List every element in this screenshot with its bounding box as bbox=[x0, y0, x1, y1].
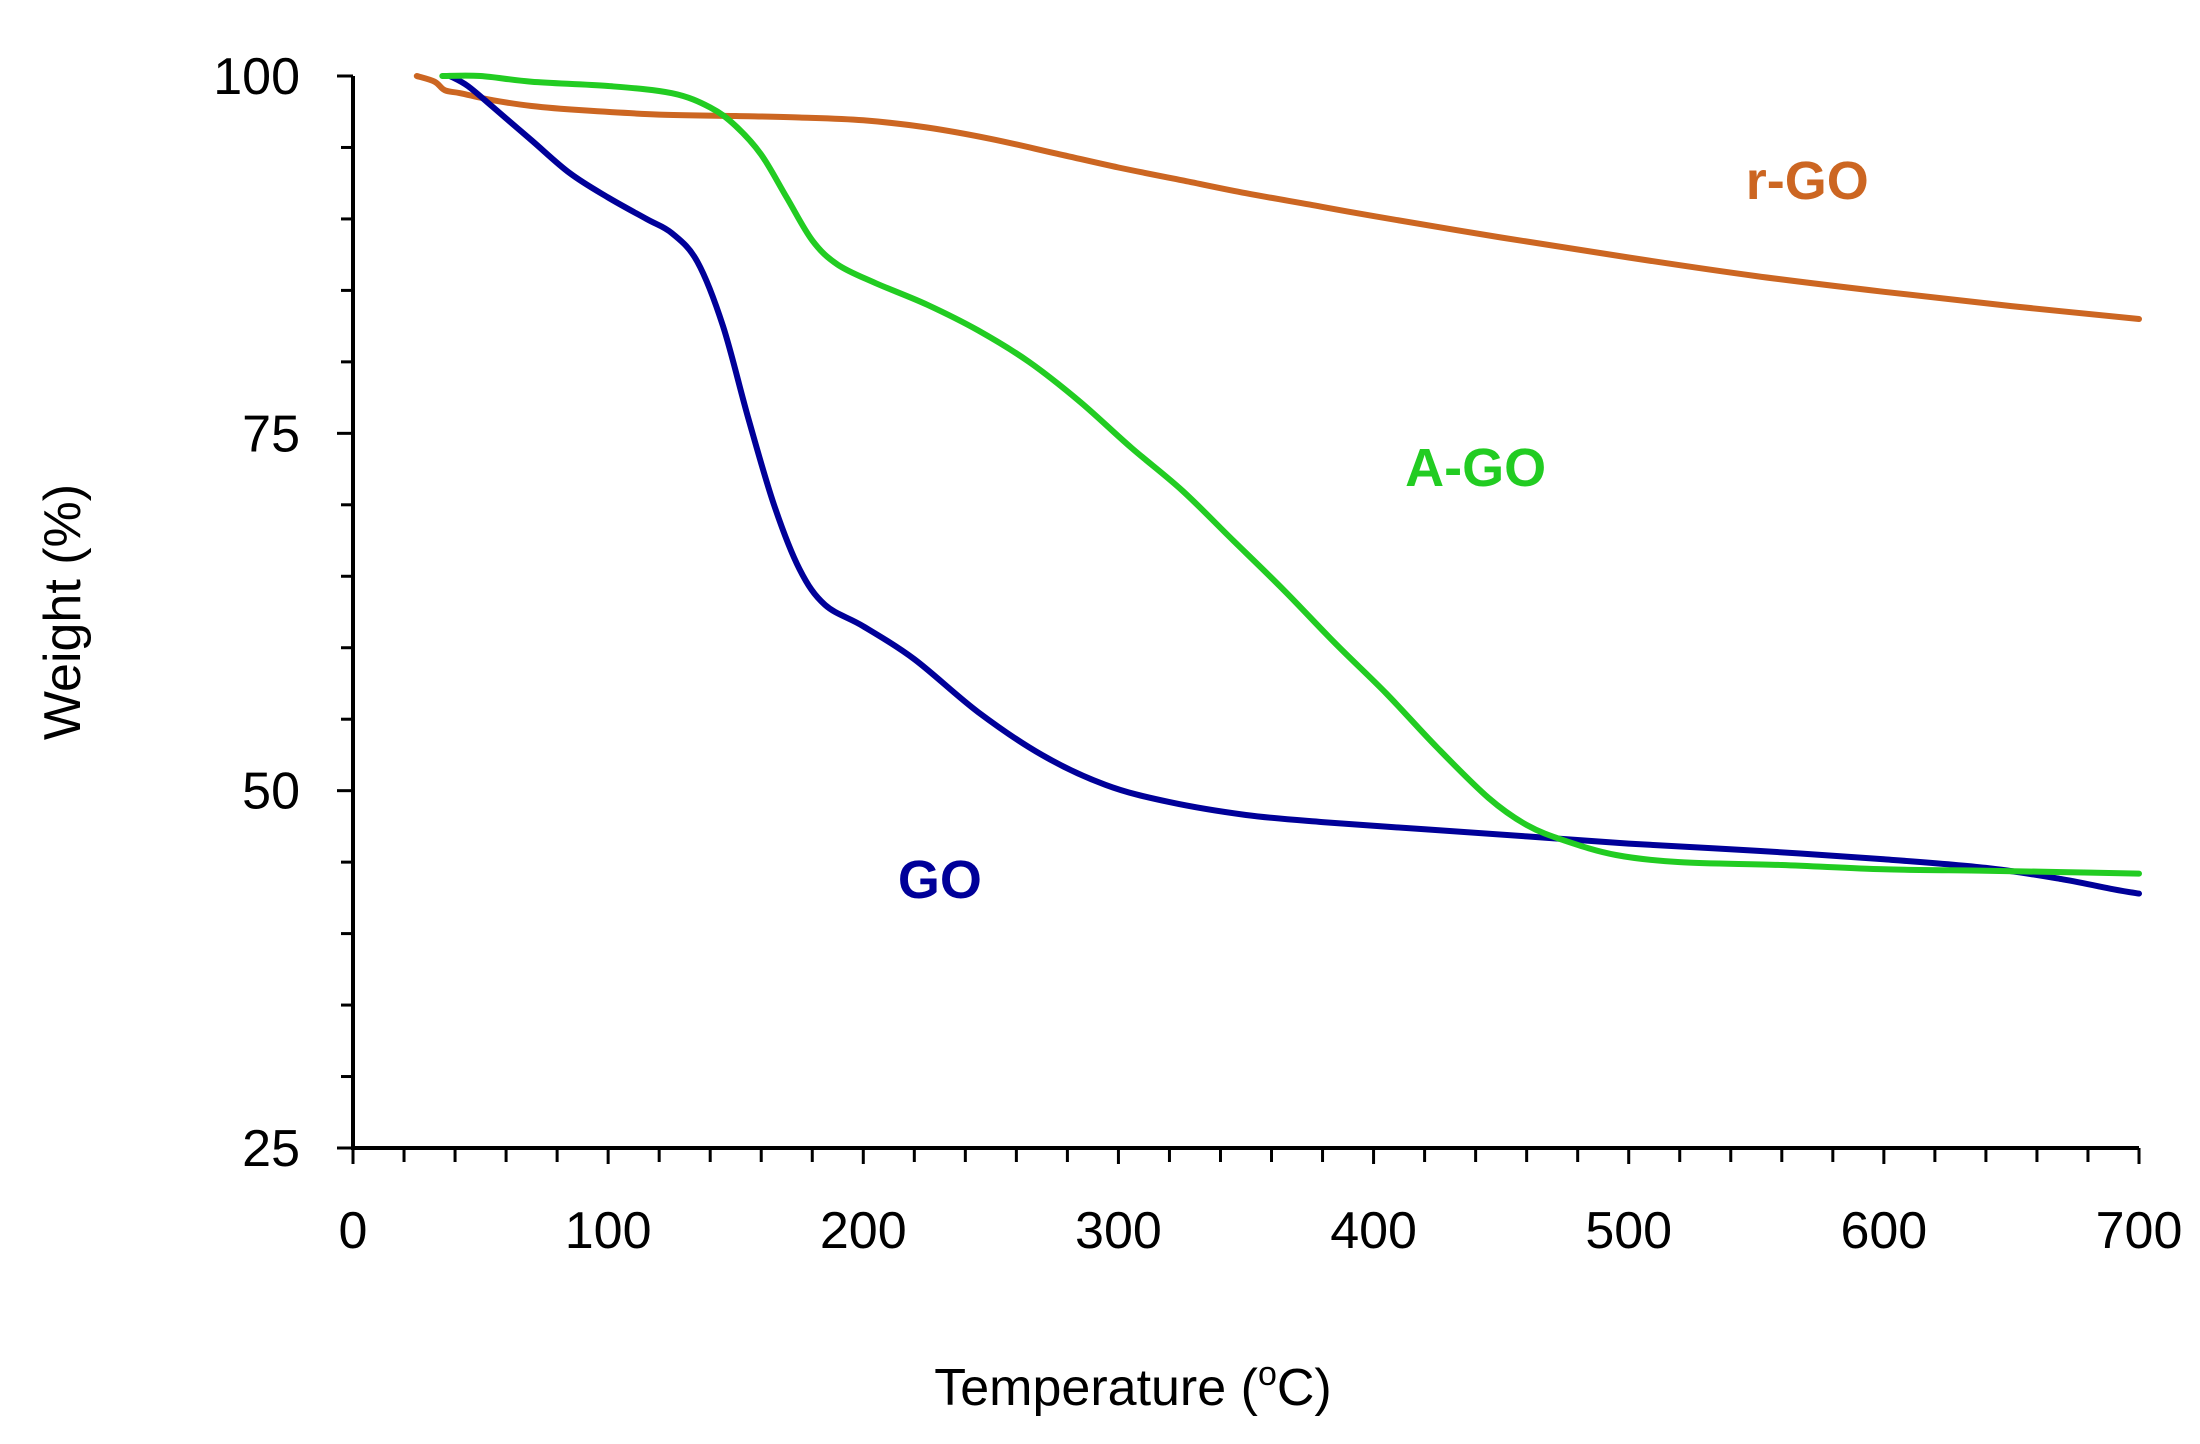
axes: 0 100 200 300 400 500 600 700 25 50 75 100 bbox=[213, 48, 2182, 1260]
y-tick-label: 25 bbox=[242, 1120, 300, 1178]
x-tick-label: 500 bbox=[1585, 1202, 1672, 1260]
x-axis-title-degree: o bbox=[1258, 1355, 1277, 1393]
series-line-go bbox=[447, 73, 2142, 897]
series-label-r-go: r-GO bbox=[1746, 151, 1869, 211]
y-tick-label: 50 bbox=[242, 763, 300, 821]
series-labels: GO A-GO r-GO bbox=[898, 151, 1869, 910]
x-axis-title: Temperature (oC) bbox=[934, 1355, 1331, 1417]
series-label-go: GO bbox=[898, 850, 982, 910]
x-axis-title-text: Temperature bbox=[934, 1359, 1226, 1417]
series-line-a-go bbox=[439, 72, 2142, 877]
y-axis-title: Weight (%) bbox=[34, 484, 92, 740]
series-line-r-go bbox=[413, 73, 2142, 322]
y-tick-label: 100 bbox=[213, 48, 300, 106]
x-tick-label: 100 bbox=[565, 1202, 652, 1260]
x-tick-label: 700 bbox=[2096, 1202, 2183, 1260]
x-tick-label: 400 bbox=[1330, 1202, 1417, 1260]
y-tick-label: 75 bbox=[242, 405, 300, 463]
series-lines bbox=[413, 72, 2142, 897]
x-tick-label: 300 bbox=[1075, 1202, 1162, 1260]
x-ticks: 0 100 200 300 400 500 600 700 bbox=[339, 1148, 2183, 1260]
x-tick-label: 600 bbox=[1840, 1202, 1927, 1260]
x-tick-label: 0 bbox=[339, 1202, 368, 1260]
y-ticks: 25 50 75 100 bbox=[213, 48, 353, 1178]
x-axis-title-unit-close: C) bbox=[1277, 1359, 1332, 1417]
x-axis-title-unit-open: ( bbox=[1226, 1359, 1258, 1417]
x-tick-label: 200 bbox=[820, 1202, 907, 1260]
series-label-a-go: A-GO bbox=[1405, 438, 1546, 498]
